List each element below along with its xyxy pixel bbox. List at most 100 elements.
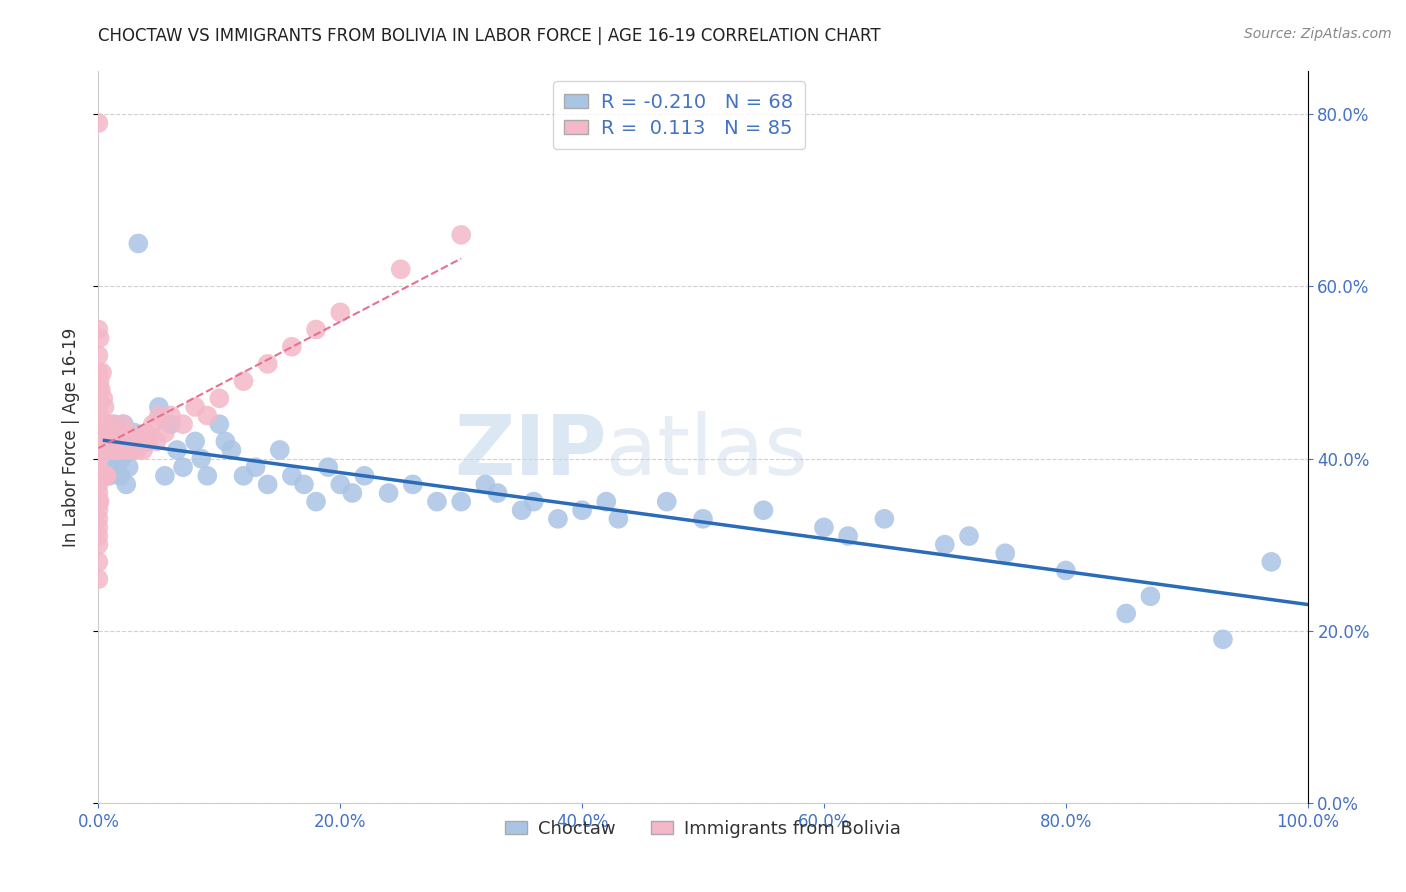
Point xyxy=(87,486,110,500)
Point xyxy=(93,468,115,483)
Point xyxy=(89,494,111,508)
Point xyxy=(96,442,118,457)
Point xyxy=(813,520,835,534)
Point xyxy=(145,434,167,449)
Point xyxy=(135,434,157,449)
Point xyxy=(112,417,135,432)
Point xyxy=(118,460,141,475)
Text: ZIP: ZIP xyxy=(454,411,606,492)
Point xyxy=(1054,564,1077,578)
Point xyxy=(1139,589,1161,603)
Point xyxy=(256,357,278,371)
Point xyxy=(132,442,155,457)
Point xyxy=(96,417,118,432)
Point xyxy=(105,425,128,440)
Point xyxy=(426,494,449,508)
Point xyxy=(93,425,115,440)
Point xyxy=(91,468,114,483)
Point xyxy=(934,538,956,552)
Point xyxy=(957,529,980,543)
Point xyxy=(107,442,129,457)
Point xyxy=(281,340,304,354)
Point xyxy=(110,451,132,466)
Point xyxy=(87,116,110,130)
Point xyxy=(329,477,352,491)
Point xyxy=(87,460,110,475)
Point xyxy=(269,442,291,457)
Point xyxy=(107,442,129,457)
Point xyxy=(353,468,375,483)
Point xyxy=(127,442,149,457)
Point xyxy=(184,434,207,449)
Point xyxy=(100,417,122,432)
Point xyxy=(87,503,110,517)
Point xyxy=(195,468,218,483)
Point xyxy=(129,434,152,449)
Point xyxy=(873,512,896,526)
Point xyxy=(87,494,110,508)
Point xyxy=(117,442,139,457)
Point xyxy=(692,512,714,526)
Point xyxy=(111,434,134,449)
Point xyxy=(1212,632,1234,647)
Point xyxy=(87,322,110,336)
Point xyxy=(450,494,472,508)
Point xyxy=(89,434,111,449)
Point xyxy=(153,425,176,440)
Point xyxy=(547,512,569,526)
Point xyxy=(148,400,170,414)
Point xyxy=(256,477,278,491)
Point xyxy=(121,442,143,457)
Point xyxy=(523,494,546,508)
Point xyxy=(118,425,141,440)
Point xyxy=(124,434,146,449)
Point xyxy=(87,555,110,569)
Point xyxy=(89,331,111,345)
Point xyxy=(87,512,110,526)
Point xyxy=(87,468,110,483)
Point xyxy=(103,425,125,440)
Point xyxy=(160,417,183,432)
Point xyxy=(101,451,124,466)
Point xyxy=(89,417,111,432)
Point xyxy=(142,417,165,432)
Point xyxy=(190,451,212,466)
Point xyxy=(135,425,157,440)
Point xyxy=(87,442,110,457)
Point xyxy=(87,434,110,449)
Point xyxy=(94,417,117,432)
Point xyxy=(94,468,117,483)
Point xyxy=(305,322,328,336)
Point xyxy=(100,434,122,449)
Point xyxy=(752,503,775,517)
Point xyxy=(114,434,136,449)
Point xyxy=(101,442,124,457)
Point xyxy=(98,442,121,457)
Point xyxy=(91,468,114,483)
Text: CHOCTAW VS IMMIGRANTS FROM BOLIVIA IN LABOR FORCE | AGE 16-19 CORRELATION CHART: CHOCTAW VS IMMIGRANTS FROM BOLIVIA IN LA… xyxy=(98,27,882,45)
Point xyxy=(208,417,231,432)
Point xyxy=(221,442,243,457)
Point xyxy=(87,348,110,362)
Point xyxy=(87,538,110,552)
Point xyxy=(127,236,149,251)
Point xyxy=(571,503,593,517)
Point xyxy=(994,546,1017,560)
Point xyxy=(402,477,425,491)
Point xyxy=(90,417,112,432)
Point xyxy=(474,477,496,491)
Point xyxy=(195,409,218,423)
Point xyxy=(108,425,131,440)
Point xyxy=(172,460,194,475)
Point xyxy=(91,366,114,380)
Point xyxy=(292,477,315,491)
Point xyxy=(172,417,194,432)
Legend: Choctaw, Immigrants from Bolivia: Choctaw, Immigrants from Bolivia xyxy=(498,813,908,845)
Point xyxy=(87,417,110,432)
Point xyxy=(607,512,630,526)
Text: Source: ZipAtlas.com: Source: ZipAtlas.com xyxy=(1244,27,1392,41)
Point xyxy=(111,417,134,432)
Y-axis label: In Labor Force | Age 16-19: In Labor Force | Age 16-19 xyxy=(62,327,80,547)
Point xyxy=(655,494,678,508)
Point xyxy=(91,417,114,432)
